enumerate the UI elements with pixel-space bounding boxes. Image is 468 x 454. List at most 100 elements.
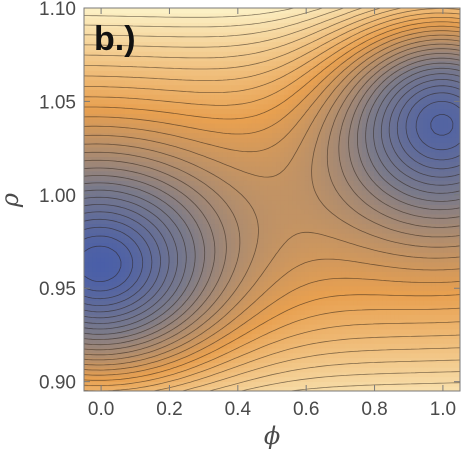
heatmap-cell <box>435 323 441 330</box>
heatmap-cell <box>173 333 179 339</box>
heatmap-cell <box>108 347 114 354</box>
heatmap-cell <box>169 213 175 220</box>
heatmap-cell <box>133 300 138 306</box>
heatmap-cell <box>321 328 326 335</box>
heatmap-cell <box>210 376 216 383</box>
heatmap-cell <box>161 304 167 311</box>
heatmap-cell <box>194 204 200 210</box>
heatmap-cell <box>439 347 445 354</box>
heatmap-cell <box>361 328 367 335</box>
heatmap-cell <box>206 213 212 220</box>
heatmap-cell <box>402 204 408 210</box>
heatmap-cell <box>431 194 437 201</box>
heatmap-cell <box>247 204 253 210</box>
heatmap-cell <box>255 247 261 253</box>
heatmap-cell <box>427 142 432 148</box>
heatmap-cell <box>190 247 195 253</box>
heatmap-cell <box>361 132 367 138</box>
heatmap-cell <box>333 252 338 258</box>
heatmap-cell <box>423 170 428 177</box>
heatmap-cell <box>231 323 236 330</box>
heatmap-cell <box>259 256 265 263</box>
heatmap-cell <box>382 247 388 253</box>
heatmap-cell <box>247 256 253 263</box>
heatmap-cell <box>243 175 249 181</box>
heatmap-cell <box>337 194 343 201</box>
heatmap-cell <box>272 180 277 186</box>
heatmap-cell <box>218 132 224 138</box>
heatmap-cell <box>235 285 240 292</box>
heatmap-cell <box>410 323 416 330</box>
heatmap-cell <box>415 223 420 229</box>
heatmap-cell <box>378 199 383 205</box>
heatmap-cell <box>329 381 334 387</box>
heatmap-cell <box>390 132 396 138</box>
heatmap-cell <box>415 175 420 181</box>
heatmap-cell <box>112 285 118 292</box>
heatmap-cell <box>447 371 453 378</box>
heatmap-cell <box>353 290 359 296</box>
heatmap-cell <box>419 252 424 258</box>
heatmap-cell <box>321 290 326 296</box>
heatmap-cell <box>165 256 171 263</box>
heatmap-cell <box>124 323 130 330</box>
heatmap-cell <box>100 304 106 311</box>
heatmap-cell <box>263 338 269 344</box>
heatmap-cell <box>357 170 363 177</box>
heatmap-cell <box>345 165 351 172</box>
heatmap-cell <box>398 362 404 368</box>
heatmap-cell <box>104 323 110 330</box>
heatmap-cell <box>455 352 460 359</box>
heatmap-cell <box>292 333 298 339</box>
heatmap-cell <box>276 237 281 244</box>
heatmap-cell <box>104 357 110 363</box>
heatmap-cell <box>173 386 179 391</box>
heatmap-cell <box>206 376 212 383</box>
heatmap-cell <box>435 223 441 229</box>
heatmap-cell <box>153 204 159 210</box>
heatmap-cell <box>366 156 371 162</box>
heatmap-cell <box>247 233 253 239</box>
heatmap-cell <box>402 357 408 363</box>
heatmap-cell <box>218 165 224 172</box>
heatmap-cell <box>349 300 355 306</box>
heatmap-cell <box>366 185 371 191</box>
heatmap-cell <box>169 228 175 234</box>
heatmap-cell <box>145 309 150 315</box>
heatmap-cell <box>374 309 379 315</box>
heatmap-cell <box>321 185 326 191</box>
heatmap-cell <box>325 328 330 335</box>
heatmap-cell <box>272 276 277 282</box>
heatmap-cell <box>333 371 338 378</box>
heatmap-cell <box>116 127 122 134</box>
heatmap-cell <box>120 242 126 248</box>
heatmap-cell <box>353 252 359 258</box>
heatmap-cell <box>153 314 159 320</box>
heatmap-cell <box>153 367 159 373</box>
heatmap-cell <box>231 213 236 220</box>
heatmap-cell <box>218 189 224 196</box>
heatmap-cell <box>296 252 302 258</box>
heatmap-cell <box>410 137 416 143</box>
heatmap-cell <box>435 237 441 244</box>
heatmap-cell <box>312 347 318 354</box>
heatmap-cell <box>263 247 269 253</box>
heatmap-cell <box>133 357 138 363</box>
heatmap-cell <box>108 266 114 272</box>
heatmap-cell <box>353 261 359 268</box>
heatmap-cell <box>341 213 347 220</box>
heatmap-cell <box>333 352 338 359</box>
heatmap-cell <box>349 142 355 148</box>
heatmap-cell <box>394 261 400 268</box>
heatmap-cell <box>337 223 343 229</box>
heatmap-cell <box>296 300 302 306</box>
heatmap-cell <box>161 189 167 196</box>
heatmap-cell <box>353 170 359 177</box>
heatmap-cell <box>96 295 101 301</box>
heatmap-cell <box>251 271 257 277</box>
heatmap-cell <box>243 223 249 229</box>
heatmap-cell <box>357 151 363 158</box>
heatmap-cell <box>145 156 150 162</box>
heatmap-cell <box>206 218 212 225</box>
